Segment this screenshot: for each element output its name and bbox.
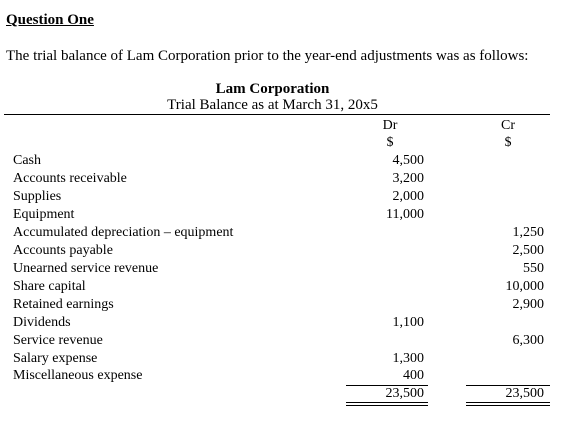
credit-total: 23,500 [505,386,545,401]
debit-amount: 1,100 [392,315,425,330]
account-name: Accounts payable [13,243,113,258]
question-intro: The trial balance of Lam Corporation pri… [6,48,529,64]
debit-amount: 1,300 [392,351,425,366]
account-name: Equipment [13,207,75,222]
trial-balance-row: Dividends 1,100 [0,314,570,332]
credit-subtotal-rule [466,385,550,386]
debit-amount: 400 [403,368,424,383]
debit-amount: 3,200 [392,171,425,186]
debit-amount: 2,000 [392,189,425,204]
credit-amount: 2,900 [512,297,545,312]
credit-currency-label: $ [504,135,512,150]
account-name: Accumulated depreciation – equipment [13,225,234,240]
account-name: Retained earnings [13,297,114,312]
credit-total-double-rule [466,402,550,403]
trial-balance-row: Salary expense 1,300 [0,350,570,368]
credit-amount: 550 [523,261,544,276]
trial-balance-row: Retained earnings 2,900 [0,296,570,314]
debit-amount: 4,500 [392,153,425,168]
trial-balance-row: Equipment 11,000 [0,206,570,224]
debit-total: 23,500 [385,386,425,401]
account-name: Cash [13,153,41,168]
account-name: Share capital [13,279,86,294]
credit-column-header: Cr [501,118,515,133]
credit-amount: 6,300 [512,333,545,348]
trial-balance-row: Unearned service revenue 550 [0,260,570,278]
trial-balance-row: Accounts receivable 3,200 [0,170,570,188]
credit-total-double-rule [466,405,550,406]
question-heading: Question One [6,12,94,28]
debit-currency-label: $ [386,135,394,150]
trial-balance-row: Cash 4,500 [0,152,570,170]
trial-balance-row: Share capital 10,000 [0,278,570,296]
account-name: Dividends [13,315,71,330]
trial-balance-row: Supplies 2,000 [0,188,570,206]
account-name: Service revenue [13,333,103,348]
totals-row: 23,500 23,500 [0,385,570,403]
statement-subtitle: Trial Balance as at March 31, 20x5 [167,97,378,113]
credit-amount: 2,500 [512,243,545,258]
debit-total-double-rule [346,405,428,406]
credit-amount: 1,250 [512,225,545,240]
debit-amount: 11,000 [386,207,424,222]
trial-balance-row: Service revenue 6,300 [0,332,570,350]
trial-balance-row: Accounts payable 2,500 [0,242,570,260]
header-rule [4,114,550,115]
account-name: Supplies [13,189,62,204]
account-name: Miscellaneous expense [13,368,143,383]
account-name: Salary expense [13,351,98,366]
debit-total-double-rule [346,402,428,403]
debit-subtotal-rule [346,385,428,386]
trial-balance-row: Miscellaneous expense 400 [0,367,570,385]
trial-balance-row: Accumulated depreciation – equipment 1,2… [0,224,570,242]
debit-column-header: Dr [382,118,398,133]
company-name: Lam Corporation [215,81,330,97]
account-name: Unearned service revenue [13,261,159,276]
account-name: Accounts receivable [13,171,127,186]
credit-amount: 10,000 [505,279,545,294]
